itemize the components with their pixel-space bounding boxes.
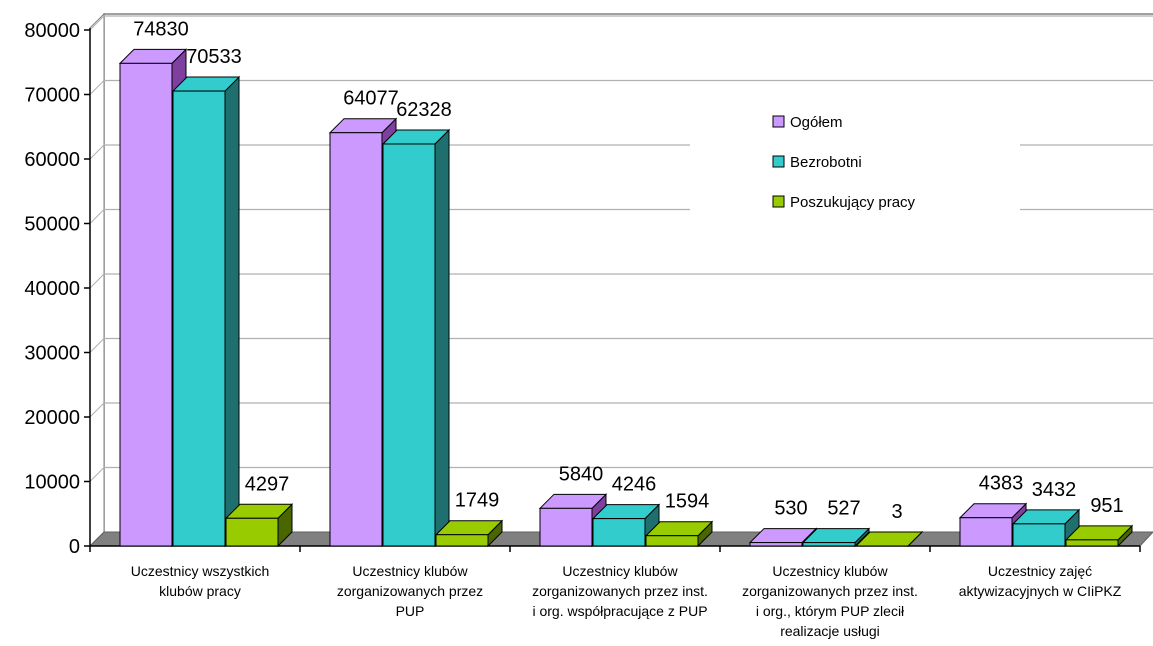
category-label: Uczestnicy zajęć	[988, 563, 1092, 579]
y-tick-label: 70000	[24, 85, 80, 107]
bars	[118, 48, 1134, 548]
data-label: 951	[1090, 495, 1123, 517]
y-tick-label: 20000	[24, 407, 80, 429]
bar-poszukuj-cy-pracy	[434, 519, 504, 548]
bar-front	[435, 534, 489, 547]
bar-bezrobotni	[1011, 508, 1081, 548]
data-label: 1594	[665, 491, 710, 513]
category-label: klubów pracy	[159, 583, 241, 599]
bar-front	[749, 542, 803, 547]
bar-front	[959, 517, 1013, 547]
bar-poszukuj-cy-pracy	[1064, 524, 1134, 548]
y-tick-label: 40000	[24, 278, 80, 300]
bar-front	[645, 535, 699, 547]
legend-label: Poszukujący pracy	[790, 194, 916, 211]
bar-bezrobotni	[801, 527, 871, 548]
bar-front	[539, 507, 593, 547]
bar-bezrobotni	[171, 75, 241, 548]
category-label: realizacje usługi	[780, 623, 880, 639]
legend-label: Ogółem	[790, 114, 843, 131]
category-label: Uczestnicy klubów	[772, 563, 888, 579]
bar-front	[1012, 523, 1066, 547]
bar-bezrobotni	[381, 128, 451, 548]
category-label: zorganizowanych przez inst.	[742, 583, 918, 599]
legend-swatch	[772, 155, 785, 168]
y-tick-label: 0	[69, 536, 80, 558]
bar-poszukuj-cy-pracy	[644, 520, 714, 548]
data-label: 74830	[133, 18, 189, 40]
gridline-side	[89, 144, 105, 160]
category-label: i org., którym PUP zlecił	[756, 603, 905, 619]
gridline-side	[89, 15, 105, 31]
bar-poszukuj-cy-pracy	[854, 530, 924, 548]
gridline-side	[89, 467, 105, 482]
y-tick-label: 30000	[24, 343, 80, 365]
data-label: 4246	[612, 474, 657, 496]
bar-front	[119, 62, 173, 547]
data-label: 3	[891, 501, 902, 523]
chart-walls	[88, 12, 1153, 548]
legend-label: Bezrobotni	[790, 154, 862, 171]
legend-swatch	[772, 115, 785, 128]
category-label: Uczestnicy klubów	[352, 563, 468, 579]
data-label: 5840	[559, 463, 604, 485]
y-tick-label: 80000	[24, 20, 80, 42]
category-label: zorganizowanych przez	[337, 583, 483, 599]
data-label: 3432	[1032, 479, 1077, 501]
y-tick-label: 10000	[24, 472, 80, 494]
gridline-side	[89, 209, 105, 224]
gridlines	[89, 15, 1153, 482]
bar-side	[434, 128, 450, 548]
data-label: 4383	[979, 473, 1024, 495]
category-label: Uczestnicy klubów	[562, 563, 678, 579]
category-label: i org. współpracujące z PUP	[532, 603, 707, 619]
back-wall-edge	[103, 13, 1153, 532]
category-label: zorganizowanych przez inst.	[532, 583, 708, 599]
y-tick-label: 50000	[24, 214, 80, 236]
bar-front	[172, 90, 226, 547]
side-wall	[89, 12, 105, 548]
data-label: 530	[774, 498, 807, 520]
y-tick-label: 60000	[24, 149, 80, 171]
gridline-side	[89, 402, 105, 418]
gridline-side	[89, 338, 105, 353]
bar-front	[592, 518, 646, 547]
y-axis-ticks: 0 10000 20000 30000 40000 50000 60000 70000 8000…	[24, 20, 90, 558]
data-label: 64077	[343, 88, 399, 110]
bar-side	[224, 75, 240, 548]
data-label: 62328	[396, 99, 452, 121]
bar-poszukuj-cy-pracy	[224, 503, 294, 548]
bar-front	[382, 143, 436, 547]
legend: Ogółem Bezrobotni Poszukujący pracy	[690, 100, 1020, 222]
category-labels: Uczestnicy wszystkich klubów pracy Uczestn…	[131, 563, 1122, 639]
bar-bezrobotni	[591, 503, 661, 548]
legend-swatch	[772, 195, 785, 208]
category-label: aktywizacyjnych w CIiPKZ	[959, 583, 1122, 599]
category-label: Uczestnicy wszystkich	[131, 563, 269, 579]
legend-box	[690, 100, 1020, 222]
bar-front	[225, 517, 279, 547]
gridline-side	[89, 273, 105, 289]
data-label: 70533	[186, 46, 242, 68]
bar-front	[802, 542, 856, 547]
data-label: 1749	[455, 490, 500, 512]
bar-front	[1065, 539, 1119, 547]
gridline-side	[89, 80, 105, 95]
data-label: 4297	[245, 473, 290, 495]
bar-front	[329, 132, 383, 547]
category-label: PUP	[396, 603, 425, 619]
data-label: 527	[827, 498, 860, 520]
